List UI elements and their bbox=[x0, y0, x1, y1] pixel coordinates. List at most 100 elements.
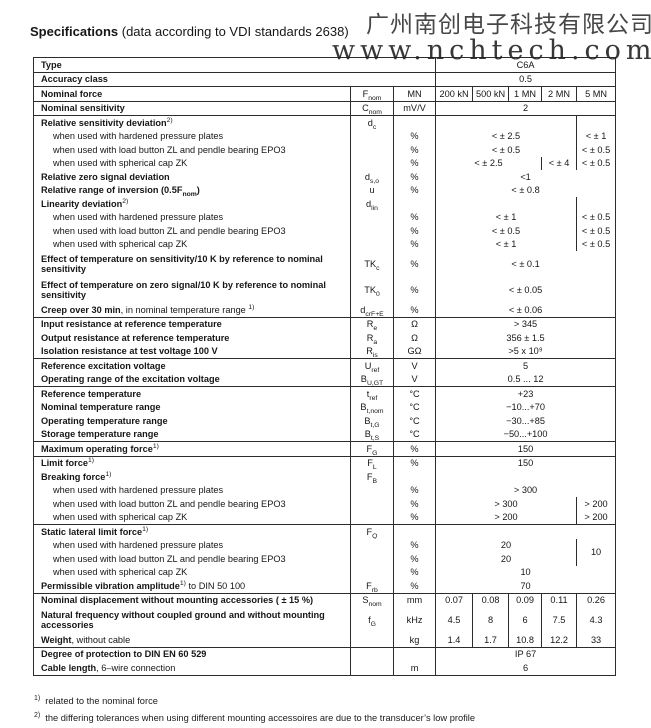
spec-value-rsd-hardened-plates-0: < ± 2.5 bbox=[435, 129, 577, 143]
spec-row-lin-hardened-plates: when used with hardened pressure plates%… bbox=[34, 210, 616, 224]
spec-row-limit-force: Limit force1) FL% 150 bbox=[33, 455, 616, 470]
spec-value-rsd-load-button-0: < ± 0.5 bbox=[435, 143, 577, 157]
spec-value-lin-load-button-1: < ± 0.5 bbox=[576, 224, 616, 238]
spec-row-vibration-amplitude: Permissible vibration amplitude1) to DIN… bbox=[34, 579, 616, 593]
spec-symbol-creep: dcrF+E bbox=[350, 303, 394, 317]
spec-row-rel-sens-deviation: Relative sensitivity deviation2) dc bbox=[33, 115, 616, 130]
spec-label-sl-hardened-plates: when used with hardened pressure plates bbox=[53, 540, 224, 550]
spec-unit-nominal-displacement: mm bbox=[392, 592, 436, 607]
spec-value-type-0: C6A bbox=[435, 57, 616, 72]
spec-symbol-cable-length bbox=[350, 661, 394, 675]
spec-unit-bf-load-button: % bbox=[392, 497, 436, 511]
spec-label-output-resistance: Output resistance at reference temperatu… bbox=[41, 332, 230, 343]
spec-symbol-storage-temp-range: Bt,S bbox=[350, 427, 394, 442]
spec-symbol-nominal-displacement: Snom bbox=[350, 592, 394, 607]
spec-label-bf-hardened-plates: when used with hardened pressure plates bbox=[53, 485, 224, 495]
spec-label-nominal-temp-range: Nominal temperature range bbox=[41, 402, 161, 412]
spec-symbol-bf-load-button bbox=[350, 497, 394, 511]
spec-value-nominal-force-2: 1 MN bbox=[508, 86, 542, 101]
spec-label-bf-spherical-cap: when used with spherical cap ZK bbox=[53, 512, 188, 522]
spec-unit-weight: kg bbox=[392, 633, 436, 647]
spec-value-bf-hardened-plates-0: > 300 bbox=[435, 483, 616, 497]
spec-row-nominal-temp-range: Nominal temperature range Bt,nom °C −10...+… bbox=[34, 400, 616, 414]
spec-value-weight-2: 10.8 bbox=[508, 633, 542, 647]
spec-value-operating-temp-range-0: −30...+85 bbox=[435, 414, 616, 428]
spec-symbol-rsd-hardened-plates bbox=[350, 129, 394, 143]
spec-label-ref-excitation-voltage: Reference excitation voltage bbox=[33, 358, 351, 373]
spec-unit-lin-hardened-plates: % bbox=[392, 210, 436, 224]
spec-row-linearity-deviation: Linearity deviation2) dlin bbox=[34, 197, 616, 211]
spec-value-rel-range-inversion-0: < ± 0.8 bbox=[435, 183, 616, 197]
spec-label-temp-effect-sensitivity: Effect of temperature on sensitivity/10 … bbox=[41, 253, 323, 275]
spec-label-accuracy-class: Accuracy class bbox=[33, 71, 436, 87]
spec-row-operating-temp-range: Operating temperature range Bt,G °C −30...+… bbox=[34, 414, 616, 428]
spec-value-temp-effect-zero-signal-0: < ± 0.05 bbox=[435, 277, 616, 303]
spec-label-nominal-force: Nominal force bbox=[33, 86, 351, 101]
spec-row-nominal-force: Nominal force Fnom MN 200 kN 500 kN 1 MN 2 MN 5… bbox=[33, 86, 616, 101]
spec-row-breaking-force: Breaking force1) FB bbox=[34, 470, 616, 484]
spec-value-weight-4: 33 bbox=[576, 633, 616, 647]
watermark-website: www.nchtech.com bbox=[332, 35, 651, 66]
spec-value-linearity-deviation-0 bbox=[435, 197, 577, 211]
spec-row-ref-temperature: Reference temperature tref °C +23 bbox=[33, 386, 616, 401]
watermark-company-name: 广州南创电子科技有限公司 bbox=[366, 12, 651, 38]
spec-symbol-max-operating-force: FG bbox=[350, 441, 394, 456]
spec-value-static-lateral-limit-force-0 bbox=[435, 524, 616, 539]
spec-symbol-output-resistance: Ra bbox=[350, 331, 394, 345]
spec-value-protection-degree-0: IP 67 bbox=[435, 646, 616, 661]
spec-unit-rsd-load-button: % bbox=[392, 143, 436, 157]
spec-value-lin-spherical-cap-0: < ± 1 bbox=[435, 237, 577, 251]
spec-label-breaking-force: Breaking force1) bbox=[41, 470, 112, 482]
spec-value-natural-frequency-0: 4.5 bbox=[435, 607, 473, 633]
spec-value-nominal-sensitivity-0: 2 bbox=[435, 100, 616, 116]
spec-unit-protection-degree bbox=[392, 646, 436, 661]
spec-unit-linearity-deviation bbox=[392, 197, 436, 211]
spec-value-natural-frequency-4: 4.3 bbox=[576, 607, 616, 633]
spec-label-limit-force: Limit force1) bbox=[33, 455, 351, 470]
spec-value-temp-effect-sensitivity-0: < ± 0.1 bbox=[435, 251, 616, 277]
spec-row-temp-effect-sensitivity: Effect of temperature on sensitivity/10 … bbox=[34, 251, 616, 277]
spec-row-sl-hardened-plates: when used with hardened pressure plates%… bbox=[34, 538, 616, 566]
spec-label-type: Type bbox=[41, 59, 62, 70]
footnote-1: 1) related to the nominal force bbox=[34, 695, 158, 706]
spec-symbol-breaking-force: FB bbox=[350, 470, 394, 484]
page-title-rest: (data according to VDI standards 2638) bbox=[118, 24, 349, 39]
spec-label-linearity-deviation: Linearity deviation2) bbox=[41, 197, 129, 209]
spec-label-rel-zero-signal-deviation: Relative zero signal deviation bbox=[41, 171, 170, 182]
spec-label-nominal-displacement: Nominal displacement without mounting ac… bbox=[33, 592, 351, 607]
spec-unit-lin-spherical-cap: % bbox=[392, 237, 436, 251]
spec-unit-vibration-amplitude: % bbox=[392, 579, 436, 593]
spec-value-sl-spherical-cap-0: 10 bbox=[435, 565, 616, 579]
spec-unit-sl-spherical-cap: % bbox=[392, 565, 436, 579]
spec-unit-rel-zero-signal-deviation: % bbox=[392, 170, 436, 184]
spec-symbol-lin-hardened-plates bbox=[350, 210, 394, 224]
spec-symbol-operating-temp-range: Bt,G bbox=[350, 414, 394, 428]
spec-unit-ref-temperature: °C bbox=[392, 386, 436, 401]
spec-value-output-resistance-0: 356 ± 1.5 bbox=[435, 331, 616, 345]
spec-unit-limit-force: % bbox=[392, 455, 436, 470]
spec-label-natural-frequency: Natural frequency without coupled ground… bbox=[41, 609, 325, 631]
page-title-bold: Specifications bbox=[30, 24, 119, 39]
spec-unit-rel-range-inversion: % bbox=[392, 183, 436, 197]
spec-label-nominal-sensitivity: Nominal sensitivity bbox=[33, 100, 351, 116]
spec-symbol-limit-force: FL bbox=[350, 455, 394, 470]
spec-label-lin-hardened-plates: when used with hardened pressure plates bbox=[53, 212, 224, 222]
spec-symbol-bf-hardened-plates bbox=[350, 483, 394, 497]
spec-symbol-weight bbox=[350, 633, 394, 647]
spec-value-storage-temp-range-0: −50...+100 bbox=[435, 427, 616, 442]
spec-value-weight-0: 1.4 bbox=[435, 633, 473, 647]
spec-row-sl-load-button: when used with load button ZL and pendle… bbox=[34, 552, 616, 566]
spec-label-sl-load-button: when used with load button ZL and pendle… bbox=[53, 553, 286, 564]
spec-unit-static-lateral-limit-force bbox=[392, 524, 436, 539]
spec-row-cable-length: Cable length, 6–wire connection m 6 bbox=[34, 661, 616, 675]
spec-row-bf-hardened-plates: when used with hardened pressure plates%… bbox=[34, 483, 616, 497]
footnote-2: 2) the differing tolerances when using di… bbox=[34, 712, 475, 723]
spec-label-ref-temperature: Reference temperature bbox=[33, 386, 351, 401]
spec-symbol-sl-spherical-cap bbox=[350, 565, 394, 579]
spec-row-rsd-load-button: when used with load button ZL and pendle… bbox=[34, 143, 616, 157]
spec-value-cable-length-0: 6 bbox=[435, 661, 616, 675]
spec-value-nominal-force-0: 200 kN bbox=[435, 86, 473, 101]
spec-unit-breaking-force bbox=[392, 470, 436, 484]
spec-label-rel-sens-deviation: Relative sensitivity deviation2) bbox=[33, 115, 351, 130]
spec-symbol-isolation-resistance: Ris bbox=[350, 344, 394, 359]
